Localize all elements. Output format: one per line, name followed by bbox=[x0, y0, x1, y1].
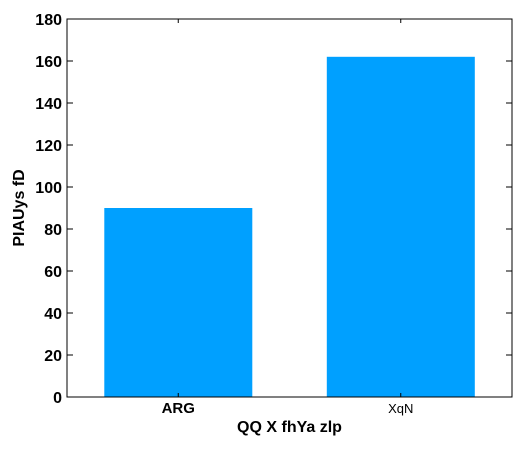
bar-xqn bbox=[326, 56, 475, 398]
y-tick-label-100: 100 bbox=[35, 180, 62, 197]
y-axis-title: PIAUys fD bbox=[11, 169, 28, 246]
x-axis-title: QQ X fhYa zlp bbox=[237, 419, 342, 436]
y-tick-label-80: 80 bbox=[44, 222, 62, 239]
labels-layer: ARG XqN 0 20 40 60 80 100 120 140 160 180 bbox=[35, 12, 413, 417]
y-tick-label-40: 40 bbox=[44, 306, 62, 323]
x-tick-label-xqn: XqN bbox=[388, 401, 413, 416]
plot-frame bbox=[66, 18, 513, 398]
y-tick-label-120: 120 bbox=[35, 138, 62, 155]
y-tick-label-180: 180 bbox=[35, 12, 62, 29]
y-tick-label-0: 0 bbox=[53, 390, 62, 407]
x-tick-label-arg: ARG bbox=[162, 400, 195, 417]
y-tick-label-20: 20 bbox=[44, 348, 62, 365]
y-tick-label-60: 60 bbox=[44, 264, 62, 281]
bar-arg bbox=[104, 208, 253, 397]
y-tick-label-140: 140 bbox=[35, 96, 62, 113]
y-tick-label-160: 160 bbox=[35, 54, 62, 71]
bars-layer bbox=[104, 56, 475, 398]
